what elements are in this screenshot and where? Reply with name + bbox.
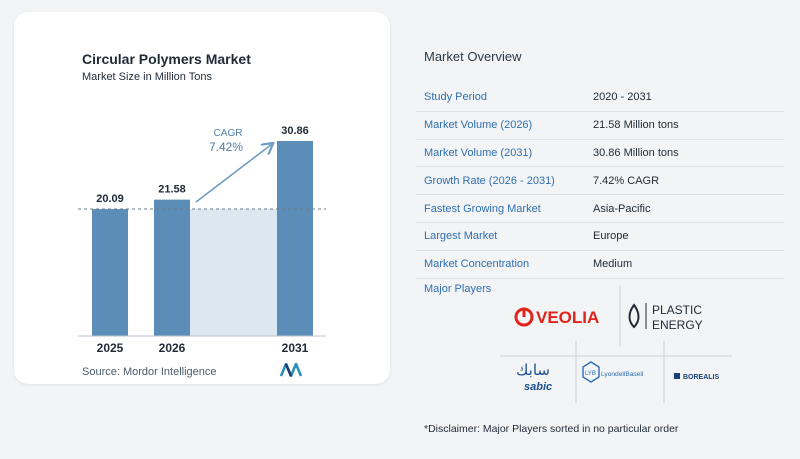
overview-value: 21.58 Million tons — [585, 111, 784, 140]
overview-row: Market Concentration Medium — [416, 250, 784, 279]
svg-text:sabic: sabic — [524, 381, 552, 393]
overview-key: Fastest Growing Market — [416, 194, 585, 223]
disclaimer-text: *Disclaimer: Major Players sorted in no … — [424, 423, 679, 435]
overview-key: Growth Rate (2026 - 2031) — [416, 166, 585, 196]
bar-2026 — [154, 199, 190, 336]
overview-row: Growth Rate (2026 - 2031) 7.42% CAGR — [416, 166, 784, 196]
data-label-2026: 21.58 — [158, 184, 186, 196]
mordor-intelligence-logo — [280, 363, 303, 377]
overview-key: Market Concentration — [416, 250, 585, 279]
overview-value: 30.86 Million tons — [585, 139, 784, 168]
bar-2025 — [92, 209, 128, 336]
svg-text:LYB: LYB — [585, 371, 596, 377]
svg-text:VEOLIA: VEOLIA — [536, 308, 599, 327]
overview-value: 7.42% CAGR — [585, 166, 784, 196]
source-text: Source: Mordor Intelligence — [82, 366, 217, 378]
data-label-2025: 20.09 — [96, 193, 124, 205]
svg-text:ENERGY: ENERGY — [652, 318, 703, 332]
chart-title: Circular Polymers Market — [82, 51, 251, 67]
bar-2031 — [277, 141, 313, 336]
overview-row: Fastest Growing Market Asia-Pacific — [416, 194, 784, 223]
svg-text:PLASTIC: PLASTIC — [652, 303, 702, 317]
overview-row: Market Volume (2026) 21.58 Million tons — [416, 111, 784, 140]
overview-value: Europe — [585, 222, 784, 251]
x-tick-2025: 2025 — [97, 341, 124, 355]
overview-key: Market Volume (2026) — [416, 111, 585, 140]
chart-subtitle: Market Size in Million Tons — [82, 71, 213, 83]
overview-key: Market Volume (2031) — [416, 139, 585, 168]
major-players-label: Major Players — [424, 283, 492, 295]
overview-row: Largest Market Europe — [416, 222, 784, 251]
sabic-logo: ﺳﺎﺑﻚ sabic — [516, 361, 552, 393]
overview-row: Market Volume (2031) 30.86 Million tons — [416, 139, 784, 168]
overview-key: Largest Market — [416, 222, 585, 251]
overview-value: 2020 - 2031 — [585, 84, 784, 112]
lyondellbasell-logo: LYB LyondellBasell — [582, 361, 644, 383]
data-label-2031: 30.86 — [281, 125, 309, 137]
overview-row: Study Period 2020 - 2031 — [416, 84, 784, 112]
major-players-logos: VEOLIA PLASTIC ENERGY ﺳﺎﺑﻚ sabic LYB Lyo… — [500, 285, 732, 403]
cagr-label: CAGR — [214, 128, 243, 139]
cagr-value: 7.42% — [209, 140, 243, 154]
market-overview-title: Market Overview — [424, 49, 522, 64]
overview-key: Study Period — [416, 84, 585, 112]
market-overview-table: Study Period 2020 - 2031 Market Volume (20… — [416, 84, 784, 279]
veolia-logo: VEOLIA — [514, 307, 599, 327]
borealis-logo: BOREALIS — [674, 373, 720, 381]
svg-text:ﺳﺎﺑﻚ: ﺳﺎﺑﻚ — [516, 361, 550, 379]
svg-text:BOREALIS: BOREALIS — [683, 374, 720, 381]
cagr-arrow — [195, 144, 272, 203]
x-tick-2026: 2026 — [159, 341, 186, 355]
svg-text:LyondellBasell: LyondellBasell — [601, 371, 644, 378]
plastic-energy-logo: PLASTIC ENERGY — [628, 303, 703, 332]
x-tick-2031: 2031 — [282, 341, 309, 355]
overview-value: Asia-Pacific — [585, 194, 784, 223]
overview-value: Medium — [585, 250, 784, 279]
